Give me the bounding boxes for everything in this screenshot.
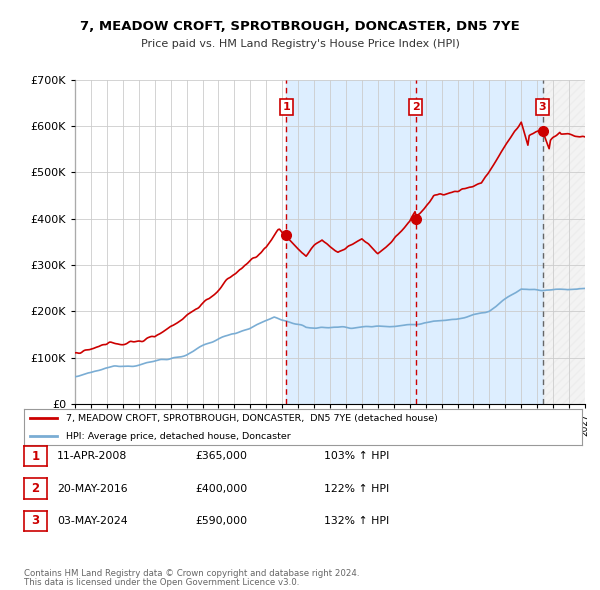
Text: 1: 1 xyxy=(31,450,40,463)
Text: 3: 3 xyxy=(539,102,547,112)
Text: 132% ↑ HPI: 132% ↑ HPI xyxy=(324,516,389,526)
Text: 20-MAY-2016: 20-MAY-2016 xyxy=(57,484,128,493)
Text: 2: 2 xyxy=(31,482,40,495)
Text: Contains HM Land Registry data © Crown copyright and database right 2024.: Contains HM Land Registry data © Crown c… xyxy=(24,569,359,578)
Text: 2: 2 xyxy=(412,102,419,112)
Text: 7, MEADOW CROFT, SPROTBROUGH, DONCASTER, DN5 7YE: 7, MEADOW CROFT, SPROTBROUGH, DONCASTER,… xyxy=(80,20,520,33)
Text: 1: 1 xyxy=(283,102,290,112)
Bar xyxy=(286,80,542,404)
Text: 7, MEADOW CROFT, SPROTBROUGH, DONCASTER,  DN5 7YE (detached house): 7, MEADOW CROFT, SPROTBROUGH, DONCASTER,… xyxy=(66,414,438,422)
Text: HPI: Average price, detached house, Doncaster: HPI: Average price, detached house, Donc… xyxy=(66,432,290,441)
Text: 103% ↑ HPI: 103% ↑ HPI xyxy=(324,451,389,461)
Text: 03-MAY-2024: 03-MAY-2024 xyxy=(57,516,128,526)
Text: 122% ↑ HPI: 122% ↑ HPI xyxy=(324,484,389,493)
Text: This data is licensed under the Open Government Licence v3.0.: This data is licensed under the Open Gov… xyxy=(24,578,299,588)
Text: 3: 3 xyxy=(31,514,40,527)
Text: £400,000: £400,000 xyxy=(195,484,247,493)
Text: £365,000: £365,000 xyxy=(195,451,247,461)
Text: Price paid vs. HM Land Registry's House Price Index (HPI): Price paid vs. HM Land Registry's House … xyxy=(140,40,460,49)
Text: 11-APR-2008: 11-APR-2008 xyxy=(57,451,127,461)
Text: £590,000: £590,000 xyxy=(195,516,247,526)
Bar xyxy=(542,80,585,404)
